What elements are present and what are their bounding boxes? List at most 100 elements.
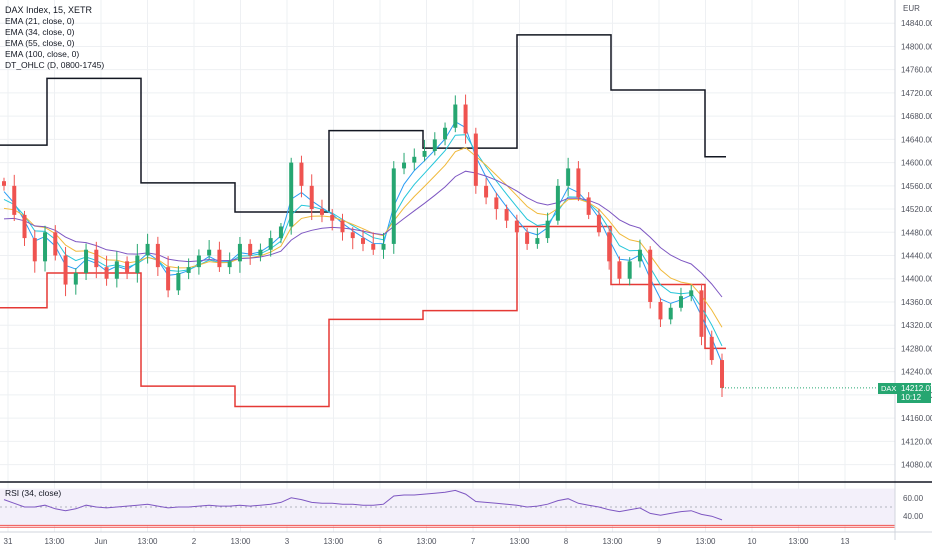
y-tick-label: 14120.00	[901, 437, 932, 446]
legend-ema100[interactable]: EMA (100, close, 0)	[5, 49, 80, 59]
x-tick-label: Jun	[95, 537, 108, 546]
candle-body	[350, 232, 355, 239]
x-tick-label: 13:00	[509, 537, 530, 546]
candle-body	[371, 243, 376, 250]
legend-ema34[interactable]: EMA (34, close, 0)	[5, 27, 75, 37]
candle-body	[217, 249, 222, 268]
candle-body	[453, 104, 458, 128]
candle-body	[114, 261, 119, 279]
candle-body	[248, 243, 253, 256]
rsi-line	[3, 489, 723, 521]
y-tick-label: 14160.00	[901, 414, 932, 423]
daily-low-line	[0, 225, 726, 408]
x-tick-label: 13:00	[230, 537, 251, 546]
y-tick-label: 14720.00	[901, 89, 932, 98]
y-tick-label: 14320.00	[901, 321, 932, 330]
y-tick-label: 14440.00	[901, 252, 932, 261]
y-tick-label: 14680.00	[901, 112, 932, 121]
y-tick-label: 14760.00	[901, 66, 932, 75]
rsi-pane: 60.00 40.00	[0, 488, 924, 528]
candle-body	[473, 133, 478, 186]
candle-body	[596, 214, 601, 233]
y-tick-label: 14480.00	[901, 228, 932, 237]
candle-body	[186, 267, 191, 273]
x-tick-label: 3	[285, 537, 290, 546]
y-tick-label: 14240.00	[901, 368, 932, 377]
rsi-tick-label: 60.00	[903, 494, 924, 503]
candle-body	[196, 255, 201, 268]
candle-body	[135, 255, 140, 273]
candle-body	[125, 261, 130, 273]
candle-body	[227, 261, 232, 268]
x-tick-label: 13:00	[788, 537, 809, 546]
candle-body	[432, 139, 437, 151]
candle-body	[207, 249, 212, 256]
grid	[0, 0, 895, 532]
candle-body	[43, 232, 48, 262]
candle-body	[32, 238, 37, 262]
x-tick-label: 13:00	[137, 537, 158, 546]
candle-body	[586, 197, 591, 215]
candle-body	[525, 232, 530, 244]
candle-body	[402, 162, 407, 169]
last-price-tag: 14212.07 10:12	[897, 383, 932, 403]
x-tick-label: 2	[192, 537, 197, 546]
x-tick-label: 31	[4, 537, 13, 546]
candle-body	[94, 249, 99, 268]
rsi-title[interactable]: RSI (34, close)	[5, 488, 62, 498]
candle-body	[22, 214, 27, 239]
x-tick-label: 7	[471, 537, 476, 546]
legend-ema55[interactable]: EMA (55, close, 0)	[5, 38, 75, 48]
candle-body	[412, 156, 417, 163]
candle-body	[73, 272, 78, 285]
candle-body	[443, 127, 448, 140]
candle-body	[278, 226, 283, 239]
candle-body	[648, 249, 653, 302]
candle-body	[463, 104, 468, 134]
candle-body	[566, 168, 571, 186]
ema55-line	[3, 147, 723, 328]
candle-body	[166, 267, 171, 291]
candle-body	[607, 232, 612, 262]
rsi-tick-label: 40.00	[903, 512, 924, 521]
candle-body	[514, 220, 519, 233]
candle-body	[504, 209, 509, 221]
candle-body	[145, 243, 150, 256]
candle-body	[627, 261, 632, 279]
currency-label: EUR	[903, 4, 920, 13]
candle-body	[319, 209, 324, 215]
x-tick-label: 13:00	[323, 537, 344, 546]
x-tick-label: 13:00	[44, 537, 65, 546]
candle-body	[268, 238, 273, 250]
candle-body	[381, 243, 386, 250]
candle-body	[309, 185, 314, 210]
y-tick-label: 14640.00	[901, 135, 932, 144]
y-tick-label: 14520.00	[901, 205, 932, 214]
candle-body	[63, 255, 68, 285]
daily-high-line	[0, 34, 726, 213]
x-tick-label: 8	[564, 537, 569, 546]
candle-body	[237, 243, 242, 262]
symbol-tag: DAX	[878, 383, 900, 394]
chart-title: DAX Index, 15, XETR	[5, 5, 93, 15]
x-tick-label: 13:00	[695, 537, 716, 546]
candles	[2, 94, 724, 398]
x-tick-label: 13	[841, 537, 850, 546]
candle-body	[12, 185, 17, 215]
x-tick-label: 9	[657, 537, 662, 546]
chart-legend: DAX Index, 15, XETR EMA (21, close, 0) E…	[5, 5, 104, 71]
legend-dt-ohlc[interactable]: DT_OHLC (D, 0800-1745)	[5, 60, 105, 70]
y-tick-label: 14560.00	[901, 182, 932, 191]
candle-body	[699, 290, 704, 337]
candle-body	[84, 249, 89, 273]
y-tick-label: 14600.00	[901, 159, 932, 168]
legend-ema21[interactable]: EMA (21, close, 0)	[5, 16, 75, 26]
candle-body	[53, 232, 58, 256]
candle-body	[104, 267, 109, 279]
candle-body	[2, 181, 6, 186]
candle-body	[330, 214, 335, 221]
last-price: 14212.07	[901, 384, 932, 393]
candle-body	[494, 197, 499, 210]
